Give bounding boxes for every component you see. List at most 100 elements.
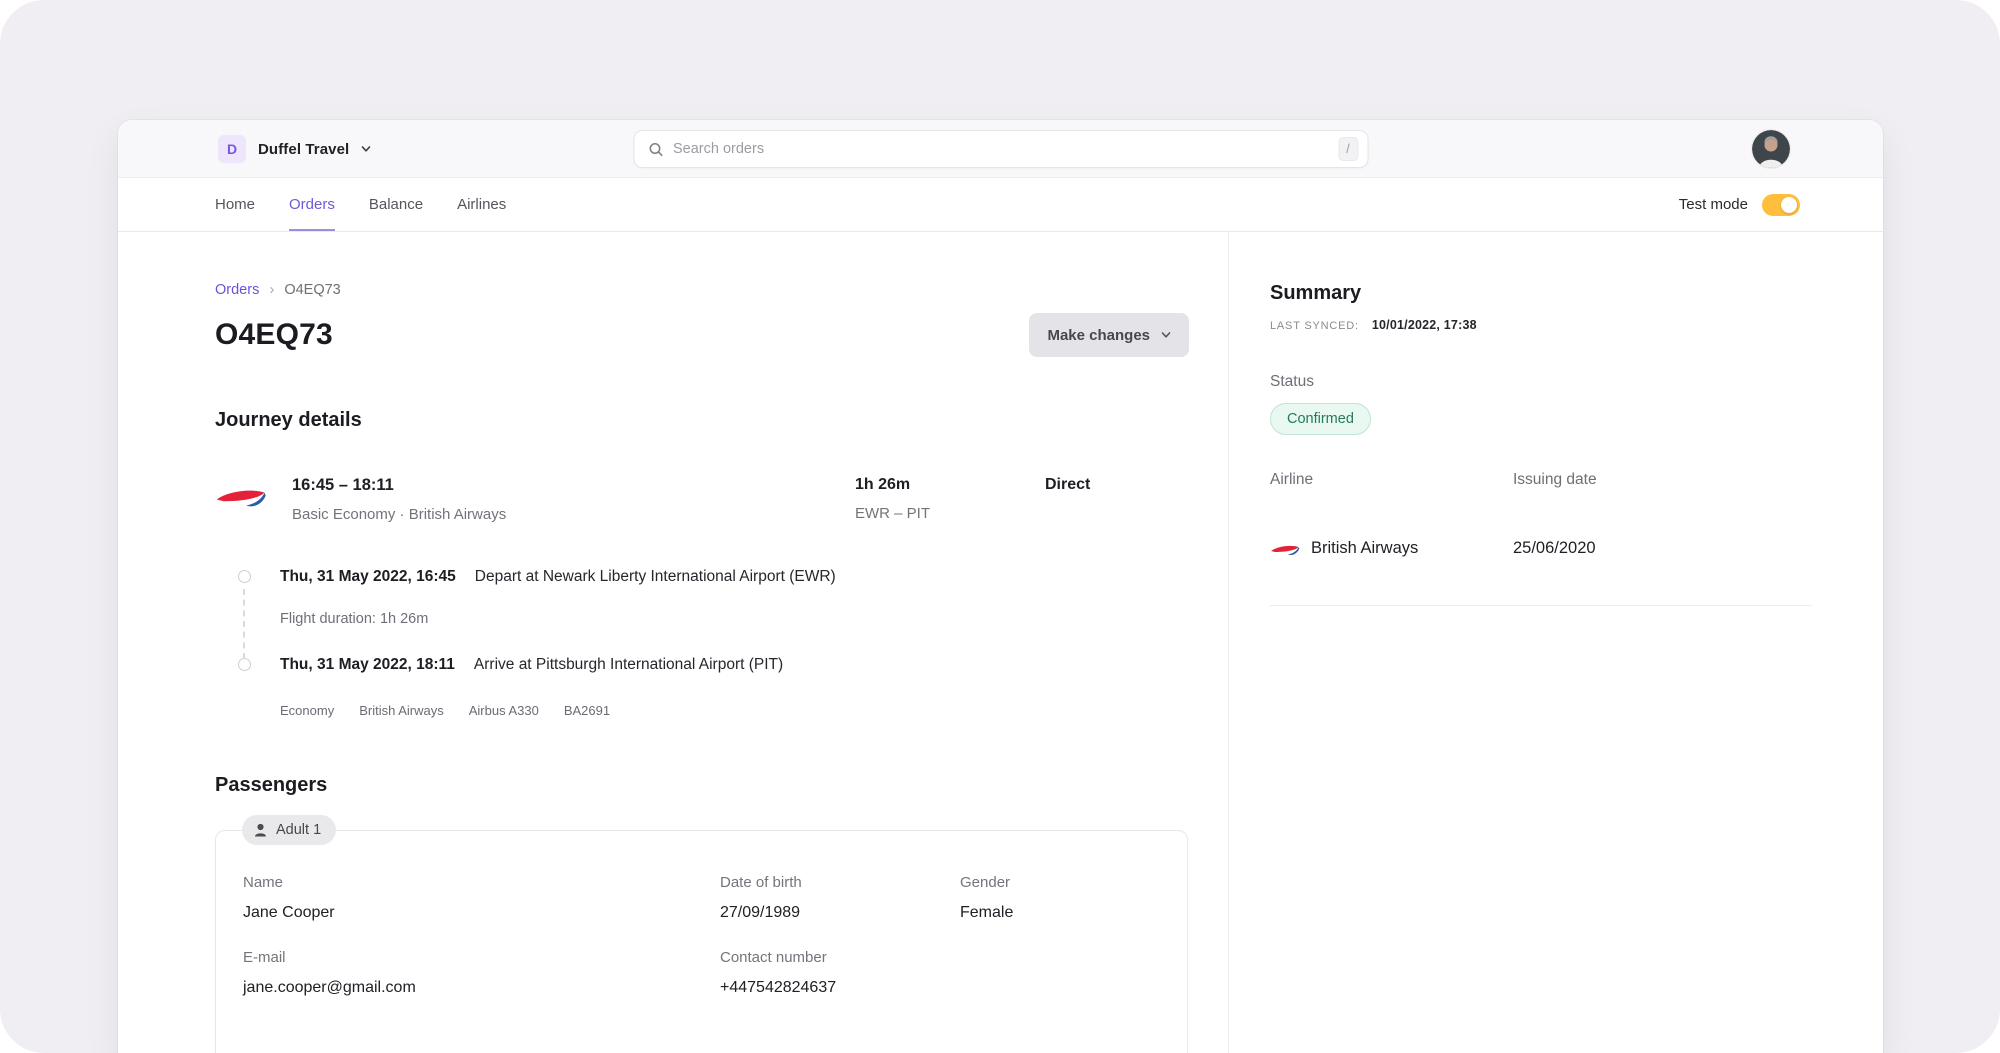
make-changes-button[interactable]: Make changes: [1029, 313, 1189, 357]
search-input[interactable]: [673, 141, 1338, 157]
passenger-card: Adult 1 Name Jane Cooper Date of birth 2…: [215, 815, 1188, 1053]
toggle-knob: [1781, 196, 1797, 213]
make-changes-label: Make changes: [1047, 326, 1150, 344]
status-badge: Confirmed: [1270, 403, 1371, 435]
flight-summary-row: 16:45 – 18:11 Basic Economy · British Ai…: [215, 476, 1189, 523]
workspace-logo: D: [218, 135, 246, 163]
meta-aircraft: Airbus A330: [468, 703, 539, 718]
meta-flight-number: BA2691: [563, 703, 611, 718]
airline-label: Airline: [1270, 471, 1314, 488]
last-synced-row: LAST SYNCED: 10/01/2022, 17:38: [1270, 318, 1812, 332]
search-icon: [648, 142, 663, 157]
field-label: E-mail: [243, 949, 286, 966]
chevron-down-icon: [361, 144, 371, 154]
last-synced-label: LAST SYNCED:: [1270, 320, 1359, 332]
person-icon: [254, 823, 267, 837]
summary-sidebar: Summary LAST SYNCED: 10/01/2022, 17:38 S…: [1229, 232, 1883, 1053]
passengers-heading: Passengers: [215, 774, 328, 796]
field-gender: Gender Female: [960, 874, 1157, 922]
sidebar-divider: [1270, 605, 1812, 606]
app-window: D Duffel Travel /: [118, 120, 1883, 1053]
field-label: Gender: [960, 874, 1011, 891]
chevron-down-icon: [1161, 330, 1171, 340]
search-shortcut-badge: /: [1338, 137, 1358, 161]
top-bar: D Duffel Travel /: [118, 120, 1883, 178]
passenger-fields-row-2: E-mail jane.cooper@gmail.com Contact num…: [243, 949, 1157, 997]
airline-value-row: British Airways: [1270, 539, 1513, 558]
segment-meta-row: Economy British Airways Airbus A330 BA26…: [280, 703, 1189, 718]
british-airways-logo-icon: [1270, 540, 1300, 558]
nav-item-home[interactable]: Home: [215, 196, 256, 213]
arrive-airport: Arrive at Pittsburgh International Airpo…: [473, 656, 784, 673]
passenger-fields-row-1: Name Jane Cooper Date of birth 27/09/198…: [243, 874, 1157, 922]
workspace-name: Duffel Travel: [258, 140, 350, 158]
field-value: +447542824637: [720, 979, 837, 996]
depart-airport: Depart at Newark Liberty International A…: [474, 568, 836, 585]
last-synced-value: 10/01/2022, 17:38: [1371, 318, 1477, 332]
timeline-arrive-row: Thu, 31 May 2022, 18:11 Arrive at Pittsb…: [215, 656, 1189, 674]
status-label: Status: [1270, 373, 1314, 390]
main-column: Orders › O4EQ73 O4EQ73 Make changes: [118, 232, 1229, 1053]
passenger-badge-label: Adult 1: [276, 822, 322, 838]
field-name: Name Jane Cooper: [243, 874, 720, 922]
breadcrumb-orders-link[interactable]: Orders: [215, 281, 260, 298]
flight-duration-block: 1h 26m EWR – PIT: [855, 476, 1045, 522]
flight-times-block: 16:45 – 18:11 Basic Economy · British Ai…: [292, 476, 855, 523]
meta-cabin-class: Economy: [280, 703, 335, 718]
meta-airline: British Airways: [359, 703, 444, 718]
nav-items: Home Orders Balance Airlines: [215, 178, 506, 231]
flight-stops: Direct: [1045, 476, 1091, 493]
depart-datetime: Thu, 31 May 2022, 16:45: [280, 568, 456, 585]
flight-times: 16:45 – 18:11: [292, 476, 394, 494]
field-value: 27/09/1989: [720, 904, 801, 921]
content-area: Orders › O4EQ73 O4EQ73 Make changes: [118, 232, 1883, 1053]
timeline-dot-icon: [238, 570, 251, 583]
arrive-datetime: Thu, 31 May 2022, 18:11: [280, 656, 455, 673]
breadcrumb: Orders › O4EQ73: [215, 281, 1189, 298]
field-value: Jane Cooper: [243, 904, 335, 921]
field-email: E-mail jane.cooper@gmail.com: [243, 949, 720, 997]
field-label: Name: [243, 874, 284, 891]
page-title: O4EQ73: [215, 318, 333, 351]
test-mode-label: Test mode: [1678, 196, 1748, 213]
breadcrumb-separator-icon: ›: [269, 281, 275, 298]
airline-name: British Airways: [1311, 539, 1419, 557]
nav-item-airlines[interactable]: Airlines: [457, 196, 507, 213]
flight-duration: 1h 26m: [855, 476, 911, 493]
nav-item-balance[interactable]: Balance: [368, 196, 424, 213]
flight-route: EWR – PIT: [855, 505, 931, 522]
field-label: Date of birth: [720, 874, 802, 891]
nav-bar: Home Orders Balance Airlines Test mode: [118, 178, 1883, 232]
airline-issuing-values: British Airways 25/06/2020: [1270, 525, 1812, 558]
flight-fare-airline: Basic Economy · British Airways: [292, 506, 507, 523]
test-mode-control: Test mode: [1678, 193, 1800, 216]
journey-details-heading: Journey details: [215, 409, 362, 431]
segment-duration: Flight duration: 1h 26m: [280, 611, 429, 627]
user-avatar[interactable]: [1752, 130, 1790, 168]
workspace-switcher[interactable]: D Duffel Travel: [218, 120, 371, 178]
breadcrumb-current: O4EQ73: [284, 281, 341, 298]
search-bar[interactable]: /: [633, 130, 1368, 168]
test-mode-toggle[interactable]: [1762, 193, 1800, 216]
timeline-dot-icon: [238, 658, 251, 671]
timeline-arrive-text: Thu, 31 May 2022, 18:11 Arrive at Pittsb…: [280, 656, 783, 674]
nav-item-orders[interactable]: Orders: [289, 178, 335, 231]
issuing-date-label: Issuing date: [1513, 471, 1597, 488]
field-contact-number: Contact number +447542824637: [720, 949, 960, 997]
timeline-depart-text: Thu, 31 May 2022, 16:45 Depart at Newark…: [280, 568, 836, 586]
summary-heading: Summary: [1270, 282, 1362, 304]
airline-issuing-labels: Airline Issuing date: [1270, 471, 1812, 489]
field-value: jane.cooper@gmail.com: [243, 979, 416, 996]
title-row: O4EQ73 Make changes: [215, 313, 1189, 357]
timeline-connector: [243, 589, 245, 659]
field-value: Female: [960, 904, 1014, 921]
field-label: Contact number: [720, 949, 827, 966]
issuing-date-value: 25/06/2020: [1513, 539, 1596, 557]
timeline-depart-row: Thu, 31 May 2022, 16:45 Depart at Newark…: [215, 568, 1189, 586]
british-airways-logo-icon: [215, 481, 292, 516]
passenger-type-badge: Adult 1: [242, 815, 337, 845]
flight-timeline: Thu, 31 May 2022, 16:45 Depart at Newark…: [215, 568, 1189, 718]
field-date-of-birth: Date of birth 27/09/1989: [720, 874, 960, 922]
